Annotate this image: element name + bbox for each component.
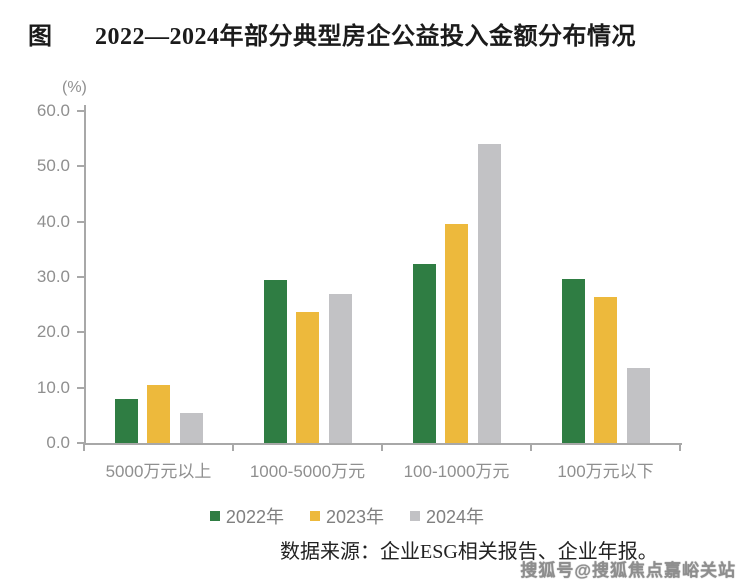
x-axis-line xyxy=(84,443,682,445)
y-tick-mark xyxy=(77,386,84,389)
legend-label: 2023年 xyxy=(325,507,385,527)
y-tick-label: 60.0 xyxy=(36,101,70,120)
bar-2023年-100万元以下 xyxy=(594,297,617,443)
x-category-label: 100万元以下 xyxy=(557,462,654,481)
x-tick-mark xyxy=(83,444,85,451)
sohu-watermark: 搜狐号@搜狐焦点嘉峪关站 xyxy=(520,561,736,580)
chart-legend: 2022年 2023年 2024年 xyxy=(0,503,717,529)
legend-item-2022年: 2022年 xyxy=(209,503,284,529)
legend-label: 2022年 xyxy=(225,507,284,527)
y-tick-label: 20.0 xyxy=(36,322,70,342)
bar-2022年-5000万元以上 xyxy=(114,398,138,443)
legend-swatch-icon xyxy=(209,511,220,521)
y-tick-label: 40.0 xyxy=(36,211,70,231)
y-axis-unit-label: (%) xyxy=(62,79,87,96)
bar-2022年-100万元以下 xyxy=(561,279,585,443)
bar-2024年-100-1000万元 xyxy=(477,144,501,443)
y-tick-mark xyxy=(77,165,84,168)
bar-2024年-5000万元以上 xyxy=(179,413,203,443)
x-tick-mark xyxy=(679,444,681,451)
y-tick-label: 10.0 xyxy=(36,377,70,397)
chart-title: 2022—2024年部分典型房企公益投入金额分布情况 xyxy=(95,24,636,50)
y-tick-label: 0.0 xyxy=(46,433,70,452)
legend-item-2023年: 2023年 xyxy=(309,503,385,529)
bar-2023年-5000万元以上 xyxy=(147,385,170,443)
y-axis-line xyxy=(84,105,86,444)
y-tick-mark xyxy=(77,220,84,223)
bar-2024年-100万元以下 xyxy=(626,368,650,443)
y-tick-mark xyxy=(77,110,84,112)
x-tick-mark xyxy=(381,444,383,451)
y-tick-label: 50.0 xyxy=(36,156,70,176)
figure-label: 图 xyxy=(28,24,53,50)
x-category-label: 1000-5000万元 xyxy=(249,462,366,481)
data-source-note: 数据来源：企业ESG相关报告、企业年报。 xyxy=(280,541,658,563)
x-tick-mark xyxy=(530,444,532,451)
y-tick-mark xyxy=(77,442,84,444)
x-category-label: 100-1000万元 xyxy=(403,462,510,481)
legend-label: 2024年 xyxy=(426,507,485,527)
legend-swatch-icon xyxy=(309,511,320,521)
bar-2024年-1000-5000万元 xyxy=(328,293,352,443)
bar-2022年-1000-5000万元 xyxy=(263,279,287,443)
legend-item-2024年: 2024年 xyxy=(410,503,484,529)
y-tick-label: 30.0 xyxy=(36,267,70,286)
legend-swatch-icon xyxy=(410,511,421,521)
bar-2023年-100-1000万元 xyxy=(445,224,468,443)
bar-2023年-1000-5000万元 xyxy=(296,312,319,443)
title-row: 图 2022—2024年部分典型房企公益投入金额分布情况 xyxy=(0,16,740,52)
y-tick-mark xyxy=(77,331,84,334)
x-category-label: 5000万元以上 xyxy=(105,462,212,481)
y-tick-mark xyxy=(77,276,84,278)
bar-2022年-100-1000万元 xyxy=(412,263,436,443)
x-tick-mark xyxy=(232,444,234,451)
